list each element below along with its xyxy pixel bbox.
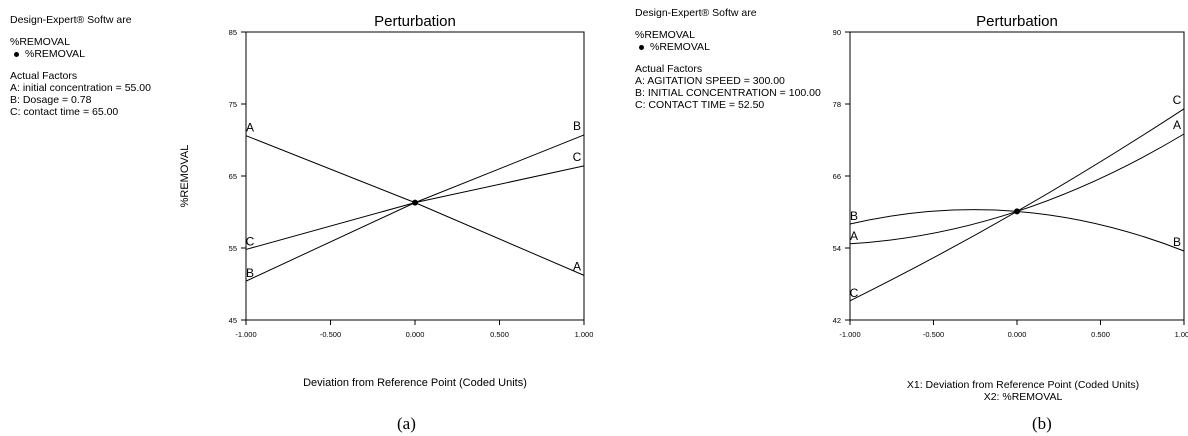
series-label-end-a: A xyxy=(573,259,581,273)
y-tick-label: 42 xyxy=(833,316,841,325)
x-axis-label-line2: X2: %REMOVAL xyxy=(983,391,1063,403)
perturbation-chart-b: Perturbation 42 54 66 78 90 -1.000 -0.500 0.000 0… xyxy=(833,13,1188,339)
y-tick-label: 90 xyxy=(833,28,841,37)
series-line-c xyxy=(849,108,1185,302)
y-tick-label: 65 xyxy=(229,172,237,181)
series-label-end-c: C xyxy=(1173,93,1182,107)
x-tick-label: -0.500 xyxy=(320,330,341,339)
series-label-end-a: A xyxy=(1173,118,1181,132)
x-tick-label: 0.500 xyxy=(1091,330,1110,339)
series-label-start-c: C xyxy=(246,234,255,248)
series-label-start-a: A xyxy=(246,121,254,135)
info-block-b: Design-Expert® Softw are %REMOVAL %REMOV… xyxy=(635,7,821,111)
x-tick-label: 0.000 xyxy=(406,330,425,339)
info-block-a: Design-Expert® Softw are %REMOVAL %REMOV… xyxy=(10,14,151,118)
legend-dot-icon xyxy=(639,44,644,50)
response-label: %REMOVAL xyxy=(635,29,695,41)
series-line-b xyxy=(849,209,1185,252)
software-label: Design-Expert® Softw are xyxy=(10,14,132,26)
panel-b: Design-Expert® Softw are %REMOVAL %REMOV… xyxy=(594,0,1188,436)
chart-title: Perturbation xyxy=(374,13,456,30)
x-axis-label-line1: X1: Deviation from Reference Point (Code… xyxy=(906,379,1140,391)
factor-b: B: Dosage = 0.78 xyxy=(10,94,92,106)
x-tick-label: 0.500 xyxy=(490,330,509,339)
series-line-b xyxy=(245,134,585,282)
factor-a: A: AGITATION SPEED = 300.00 xyxy=(635,75,785,87)
legend-entry: %REMOVAL xyxy=(10,48,151,60)
series-label-start-a: A xyxy=(850,229,858,243)
x-tick-label: 1.000 xyxy=(575,330,594,339)
legend-label: %REMOVAL xyxy=(25,48,85,60)
x-axis-label-b: X1: Deviation from Reference Point (Code… xyxy=(858,379,1188,403)
factor-a: A: initial concentration = 55.00 xyxy=(10,82,151,94)
perturbation-chart-a: Perturbation 45 55 65 75 85 -1.000 -0.500 0.000 0… xyxy=(179,13,594,339)
chart-title: Perturbation xyxy=(976,13,1058,30)
y-tick-label: 55 xyxy=(229,244,237,253)
reference-point xyxy=(1014,208,1020,215)
y-tick-label: 54 xyxy=(833,244,841,253)
factors-title: Actual Factors xyxy=(10,70,78,82)
software-label: Design-Expert® Softw are xyxy=(635,7,757,19)
factor-c: C: contact time = 65.00 xyxy=(10,106,119,118)
series-label-end-b: B xyxy=(573,119,581,133)
y-tick-label: 78 xyxy=(833,100,841,109)
caption-a: (a) xyxy=(397,414,416,433)
plot-frame xyxy=(849,31,1185,321)
series-label-end-b: B xyxy=(1173,235,1181,249)
series-label-start-c: C xyxy=(850,286,859,300)
response-label: %REMOVAL xyxy=(10,36,70,48)
x-tick-label: -1.000 xyxy=(839,330,860,339)
factors-title: Actual Factors xyxy=(635,63,703,75)
series-label-start-b: B xyxy=(850,209,858,223)
series-label-start-b: B xyxy=(246,266,254,280)
x-tick-label: 0.000 xyxy=(1008,330,1027,339)
series-line-c xyxy=(245,165,585,250)
panel-a: Design-Expert® Softw are %REMOVAL %REMOV… xyxy=(10,13,594,433)
y-tick-label: 85 xyxy=(229,28,237,37)
series-label-end-c: C xyxy=(573,150,582,164)
x-tick-label: 1.000 xyxy=(1175,330,1188,339)
y-tick-label: 66 xyxy=(833,172,841,181)
factor-b: B: INITIAL CONCENTRATION = 100.00 xyxy=(635,87,821,99)
x-tick-label: -0.500 xyxy=(923,330,944,339)
caption-b: (b) xyxy=(1032,414,1052,433)
reference-point xyxy=(412,199,418,206)
x-axis-label-a: Deviation from Reference Point (Coded Un… xyxy=(303,377,527,389)
legend-label: %REMOVAL xyxy=(650,41,710,53)
y-axis-label: %REMOVAL xyxy=(179,145,191,208)
legend-dot-icon xyxy=(14,51,19,57)
legend-entry: %REMOVAL xyxy=(635,41,821,53)
x-tick-label: -1.000 xyxy=(235,330,256,339)
y-tick-label: 45 xyxy=(229,316,237,325)
factor-c: C: CONTACT TIME = 52.50 xyxy=(635,99,765,111)
y-tick-label: 75 xyxy=(229,100,237,109)
plot-frame xyxy=(245,31,585,321)
series-line-a xyxy=(849,133,1185,245)
